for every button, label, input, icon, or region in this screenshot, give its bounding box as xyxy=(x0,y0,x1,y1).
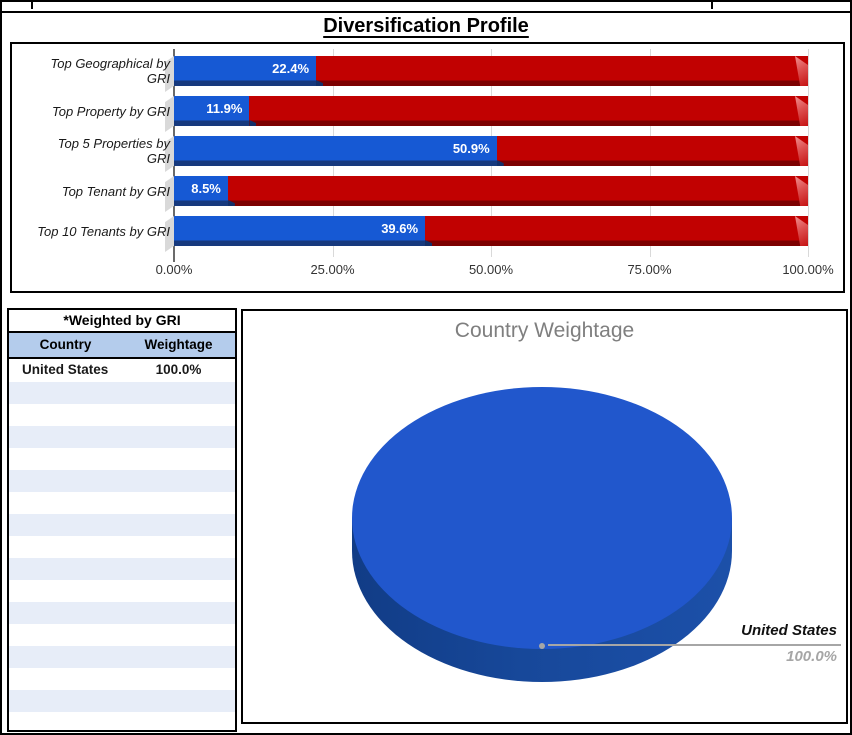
table-empty-row[interactable] xyxy=(9,470,235,492)
table-empty-row[interactable] xyxy=(9,690,235,712)
bar-segment-remainder[interactable] xyxy=(227,176,808,206)
bar-segment-weight[interactable]: 50.9% xyxy=(174,136,497,166)
table-title: *Weighted by GRI xyxy=(9,310,235,333)
table-empty-row[interactable] xyxy=(9,382,235,404)
bar-3d-wedge xyxy=(165,136,174,172)
category-label: Top Property by GRI xyxy=(51,103,170,119)
bar-3d-wedge xyxy=(165,56,174,92)
x-tick-label: 25.00% xyxy=(310,262,355,277)
bar-value-label: 22.4% xyxy=(272,61,310,76)
table-header-weightage[interactable]: Weightage xyxy=(144,337,213,352)
bar-3d-wedge xyxy=(165,216,174,252)
top-divider xyxy=(2,11,850,13)
pie-callout-value: 100.0% xyxy=(786,648,837,665)
category-label: Top Tenant by GRI xyxy=(61,183,170,199)
bar-segment-remainder[interactable] xyxy=(425,216,808,246)
table-empty-row[interactable] xyxy=(9,404,235,426)
bar-segment-remainder[interactable] xyxy=(496,136,808,166)
table-empty-row[interactable] xyxy=(9,426,235,448)
x-tick-label: 100.00% xyxy=(782,262,834,277)
bar-row: 39.6% xyxy=(174,216,808,246)
table-header-row: Country Weightage xyxy=(9,333,235,359)
pie-leader-dot xyxy=(539,643,545,649)
table-header-country[interactable]: Country xyxy=(39,337,92,352)
bar-row: 11.9% xyxy=(174,96,808,126)
table-empty-row[interactable] xyxy=(9,448,235,470)
pie-callout-label: United States xyxy=(741,622,837,639)
x-tick-label: 75.00% xyxy=(627,262,672,277)
table-empty-row[interactable] xyxy=(9,558,235,580)
table-empty-row[interactable] xyxy=(9,536,235,558)
table-row: United States 100.0% xyxy=(9,359,235,382)
grid-remnant xyxy=(711,2,713,9)
table-empty-row[interactable] xyxy=(9,492,235,514)
bar-row: 50.9% xyxy=(174,136,808,166)
table-cell-country[interactable]: United States xyxy=(22,362,109,377)
bar-3d-wedge xyxy=(165,96,174,132)
pie-slice-united-states[interactable] xyxy=(352,387,732,649)
table-empty-row[interactable] xyxy=(9,602,235,624)
table-empty-row[interactable] xyxy=(9,624,235,646)
bar-3d-wedge xyxy=(165,176,174,212)
weightage-table: *Weighted by GRI Country Weightage Unite… xyxy=(7,308,237,732)
table-body: United States 100.0% xyxy=(9,359,235,730)
bar-segment-weight[interactable]: 22.4% xyxy=(174,56,317,86)
category-label: Top 10 Tenants by GRI xyxy=(37,223,170,239)
diversification-bar-chart: 0.00% 25.00% 50.00% 75.00% 100.00% 22.4% Top G… xyxy=(10,42,845,293)
bar-segment-weight[interactable]: 11.9% xyxy=(174,96,250,126)
gridline xyxy=(808,49,809,257)
grid-remnant xyxy=(31,2,33,9)
bar-value-label: 39.6% xyxy=(381,221,419,236)
bar-segment-remainder[interactable] xyxy=(249,96,808,126)
bar-value-label: 8.5% xyxy=(191,181,221,196)
table-empty-row[interactable] xyxy=(9,514,235,536)
country-weightage-pie-chart: Country Weightage United States 100.0% xyxy=(241,309,848,724)
bar-value-label: 11.9% xyxy=(206,101,243,116)
table-empty-row[interactable] xyxy=(9,712,235,730)
page-title: Diversification Profile xyxy=(323,15,529,37)
category-label: Top 5 Properties by GRI xyxy=(57,136,170,166)
bar-segment-weight[interactable]: 8.5% xyxy=(174,176,228,206)
bar-row: 8.5% xyxy=(174,176,808,206)
bar-segment-weight[interactable]: 39.6% xyxy=(174,216,426,246)
category-label: Top Geographical by GRI xyxy=(50,56,171,86)
table-empty-row[interactable] xyxy=(9,646,235,668)
pie-title: Country Weightage xyxy=(454,319,635,342)
table-empty-row[interactable] xyxy=(9,580,235,602)
x-tick-label: 50.00% xyxy=(468,262,514,277)
table-empty-row[interactable] xyxy=(9,668,235,690)
table-cell-weightage[interactable]: 100.0% xyxy=(155,362,202,377)
bar-segment-remainder[interactable] xyxy=(316,56,808,86)
bar-value-label: 50.9% xyxy=(452,141,490,156)
x-tick-label: 0.00% xyxy=(155,262,193,277)
bar-row: 22.4% xyxy=(174,56,808,86)
pie-leader-line xyxy=(548,644,841,646)
